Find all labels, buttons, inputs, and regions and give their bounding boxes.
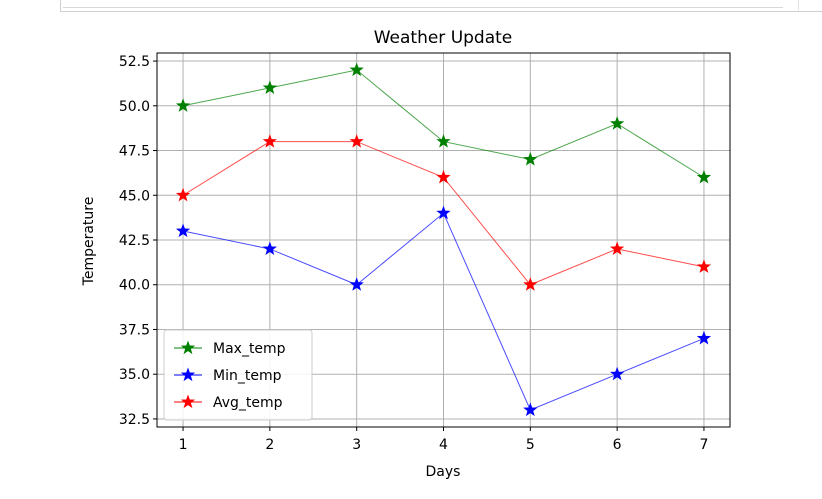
x-tick-label: 6: [613, 437, 622, 453]
notebook-scroll-edge: [798, 0, 822, 10]
legend-label-min-temp: Min_temp: [213, 368, 282, 384]
legend-label-avg-temp: Avg_temp: [213, 395, 283, 411]
avg-temp-point: [696, 259, 712, 273]
max-temp-point: [523, 151, 538, 166]
x-tick-label: 2: [265, 437, 274, 453]
legend-marker-avg-temp: [180, 394, 196, 409]
y-tick-label: 40.0: [119, 278, 150, 294]
y-tick-label: 50.0: [119, 99, 150, 115]
avg-temp-point: [175, 187, 191, 202]
max-temp-point: [436, 134, 451, 148]
y-axis-ticks: 32.5 35.0 37.5 40.0 42.5 45.0 47.5 50.0 52.5: [119, 54, 157, 428]
max-temp-point: [175, 98, 191, 112]
avg-temp-point: [436, 169, 451, 184]
y-tick-label: 47.5: [119, 144, 150, 160]
series-markers: [175, 62, 712, 417]
legend-marker-max-temp: [180, 340, 196, 355]
avg-temp-point: [349, 134, 364, 148]
max-temp-point: [349, 62, 364, 77]
avg-temp-point: [523, 277, 538, 291]
min-temp-point: [436, 205, 451, 220]
min-temp-point: [349, 277, 364, 291]
min-temp-point: [523, 402, 538, 417]
max-temp-point: [696, 169, 712, 184]
max-temp-point: [262, 80, 277, 94]
x-tick-label: 5: [526, 437, 535, 453]
notebook-cell-divider: [63, 0, 783, 8]
legend-label-max-temp: Max_temp: [213, 341, 286, 357]
y-tick-label: 45.0: [119, 188, 150, 204]
x-axis-ticks: 1 2 3 4 5 6 7: [179, 427, 708, 453]
avg-temp-point: [262, 134, 277, 148]
x-axis-label: Days: [426, 464, 461, 480]
y-tick-label: 37.5: [119, 322, 150, 338]
legend: Max_temp Min_temp Avg_temp: [163, 329, 313, 421]
x-tick-label: 1: [179, 437, 188, 453]
legend-marker-min-temp: [180, 367, 196, 382]
x-tick-label: 4: [439, 437, 448, 453]
max-temp-point: [610, 116, 625, 130]
x-tick-label: 3: [352, 437, 361, 453]
y-axis-label: Temperature: [81, 197, 97, 287]
min-temp-point: [175, 223, 191, 238]
y-tick-label: 52.5: [119, 54, 150, 70]
y-tick-label: 32.5: [119, 412, 150, 428]
legend-box: [163, 329, 313, 421]
min-temp-point: [610, 366, 625, 381]
y-tick-label: 35.0: [119, 367, 150, 383]
notebook-cell-frame: [60, 0, 822, 12]
x-tick-label: 7: [699, 437, 708, 453]
y-tick-label: 42.5: [119, 233, 150, 249]
min-temp-point: [696, 330, 712, 345]
min-temp-point: [262, 241, 277, 256]
avg-temp-point: [610, 241, 625, 256]
chart-title: Weather Update: [374, 28, 513, 48]
